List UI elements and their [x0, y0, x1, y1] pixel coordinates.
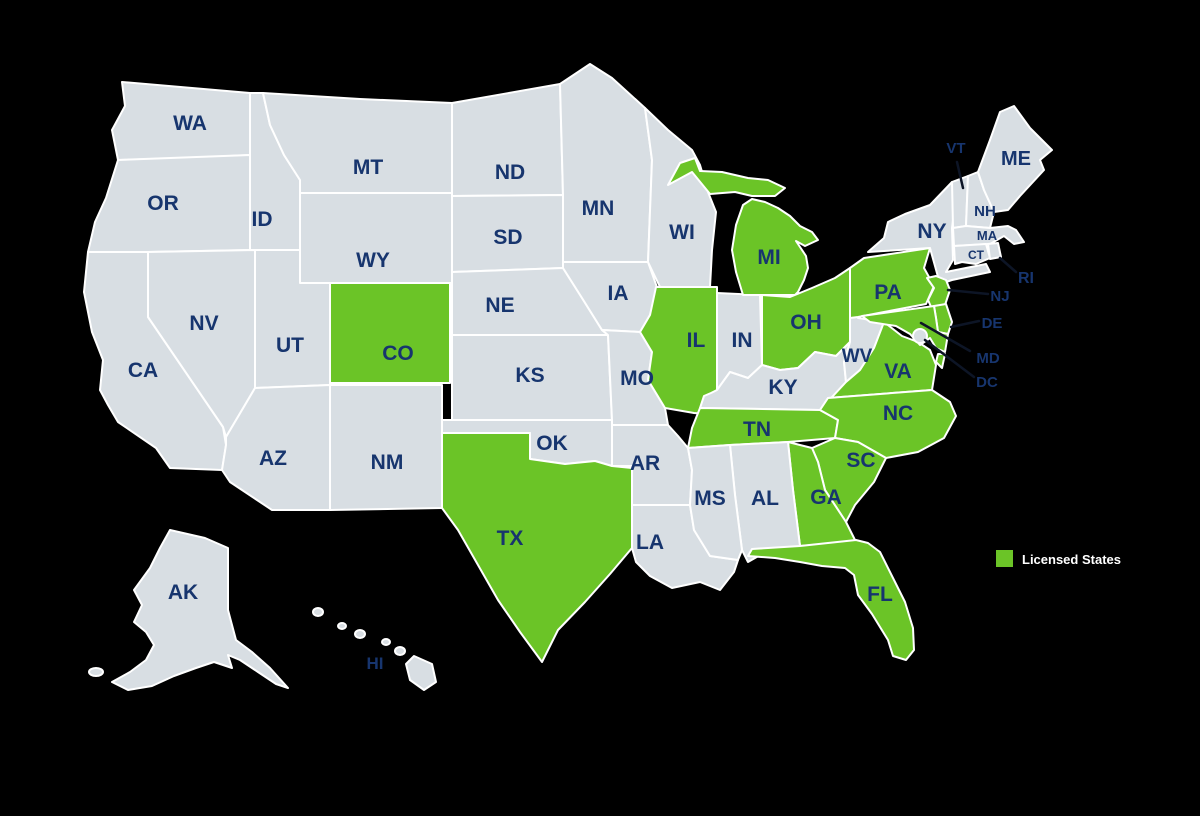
state-hi-island-4 — [381, 638, 391, 646]
label-ga: GA — [810, 486, 842, 509]
label-co: CO — [382, 342, 414, 365]
label-fl: FL — [867, 583, 893, 606]
label-nd: ND — [495, 161, 525, 184]
label-de: DE — [982, 315, 1003, 332]
label-al: AL — [751, 487, 779, 510]
label-ut: UT — [276, 334, 304, 357]
state-nm — [329, 384, 443, 511]
label-hi: HI — [367, 654, 384, 673]
state-ak-island — [88, 667, 104, 677]
label-dc: DC — [976, 374, 998, 391]
state-co — [329, 282, 451, 384]
label-or: OR — [147, 192, 179, 215]
label-ks: KS — [515, 364, 544, 387]
label-sc: SC — [846, 449, 875, 472]
label-ri: RI — [1018, 270, 1034, 287]
state-va-eastern-shore — [935, 353, 946, 369]
label-ak: AK — [168, 581, 198, 604]
label-ia: IA — [608, 282, 629, 305]
leader-ri — [998, 256, 1018, 274]
label-ms: MS — [694, 487, 726, 510]
label-tn: TN — [743, 418, 771, 441]
legend-label: Licensed States — [1022, 552, 1121, 567]
label-nc: NC — [883, 402, 913, 425]
leader-vt — [955, 160, 965, 190]
state-labels: WA OR CA NV ID MT WY UT CO AZ NM ND SD N… — [128, 112, 1034, 673]
label-mn: MN — [582, 197, 615, 220]
label-in: IN — [732, 329, 753, 352]
state-dc-marker — [912, 328, 928, 344]
label-wi: WI — [669, 221, 695, 244]
label-oh: OH — [790, 311, 822, 334]
leader-dc — [923, 338, 976, 379]
leader-nj — [946, 288, 990, 296]
label-la: LA — [636, 531, 664, 554]
label-ca: CA — [128, 359, 158, 382]
state-fl — [747, 539, 915, 661]
state-tx — [441, 432, 635, 663]
label-ct: CT — [968, 248, 985, 262]
state-hi-big-island — [405, 655, 437, 691]
state-mi-upper-peninsula — [667, 157, 786, 197]
label-mo: MO — [620, 367, 654, 390]
label-wy: WY — [356, 249, 390, 272]
state-me — [977, 105, 1053, 213]
states-layer — [83, 63, 1053, 691]
leader-md — [919, 321, 972, 353]
state-hi-island-1 — [312, 607, 324, 617]
label-wa: WA — [173, 112, 207, 135]
label-wv: WV — [842, 346, 873, 367]
legend-swatch-licensed — [996, 550, 1013, 567]
label-ky: KY — [768, 376, 797, 399]
label-ok: OK — [536, 432, 568, 455]
label-il: IL — [687, 329, 706, 352]
label-id: ID — [252, 208, 273, 231]
label-mi: MI — [757, 246, 780, 269]
leader-de — [949, 319, 981, 329]
label-nv: NV — [189, 312, 218, 335]
state-mn — [559, 63, 653, 263]
state-hi-island-3 — [354, 629, 366, 639]
state-wi — [644, 107, 717, 288]
state-ak — [111, 529, 289, 691]
leader-lines — [919, 160, 1018, 379]
state-ct — [953, 243, 991, 265]
label-me: ME — [1001, 148, 1031, 170]
state-ky — [699, 341, 851, 411]
label-tx: TX — [497, 527, 524, 550]
state-mi — [731, 198, 819, 296]
label-pa: PA — [874, 281, 902, 304]
label-ar: AR — [630, 452, 660, 475]
label-ny: NY — [917, 220, 946, 243]
label-nj: NJ — [990, 288, 1009, 305]
label-az: AZ — [259, 447, 287, 470]
state-hi-island-5 — [394, 646, 406, 656]
state-hi-island-2 — [337, 622, 347, 630]
label-ne: NE — [485, 294, 514, 317]
label-nh: NH — [974, 203, 996, 220]
legend: Licensed States — [996, 550, 1121, 567]
label-nm: NM — [371, 451, 404, 474]
label-sd: SD — [493, 226, 522, 249]
state-ri — [987, 242, 1002, 260]
state-ms — [687, 444, 743, 561]
label-vt: VT — [946, 140, 965, 157]
label-md: MD — [976, 350, 999, 367]
label-ma: MA — [977, 228, 998, 243]
label-mt: MT — [353, 156, 383, 179]
label-va: VA — [884, 360, 912, 383]
